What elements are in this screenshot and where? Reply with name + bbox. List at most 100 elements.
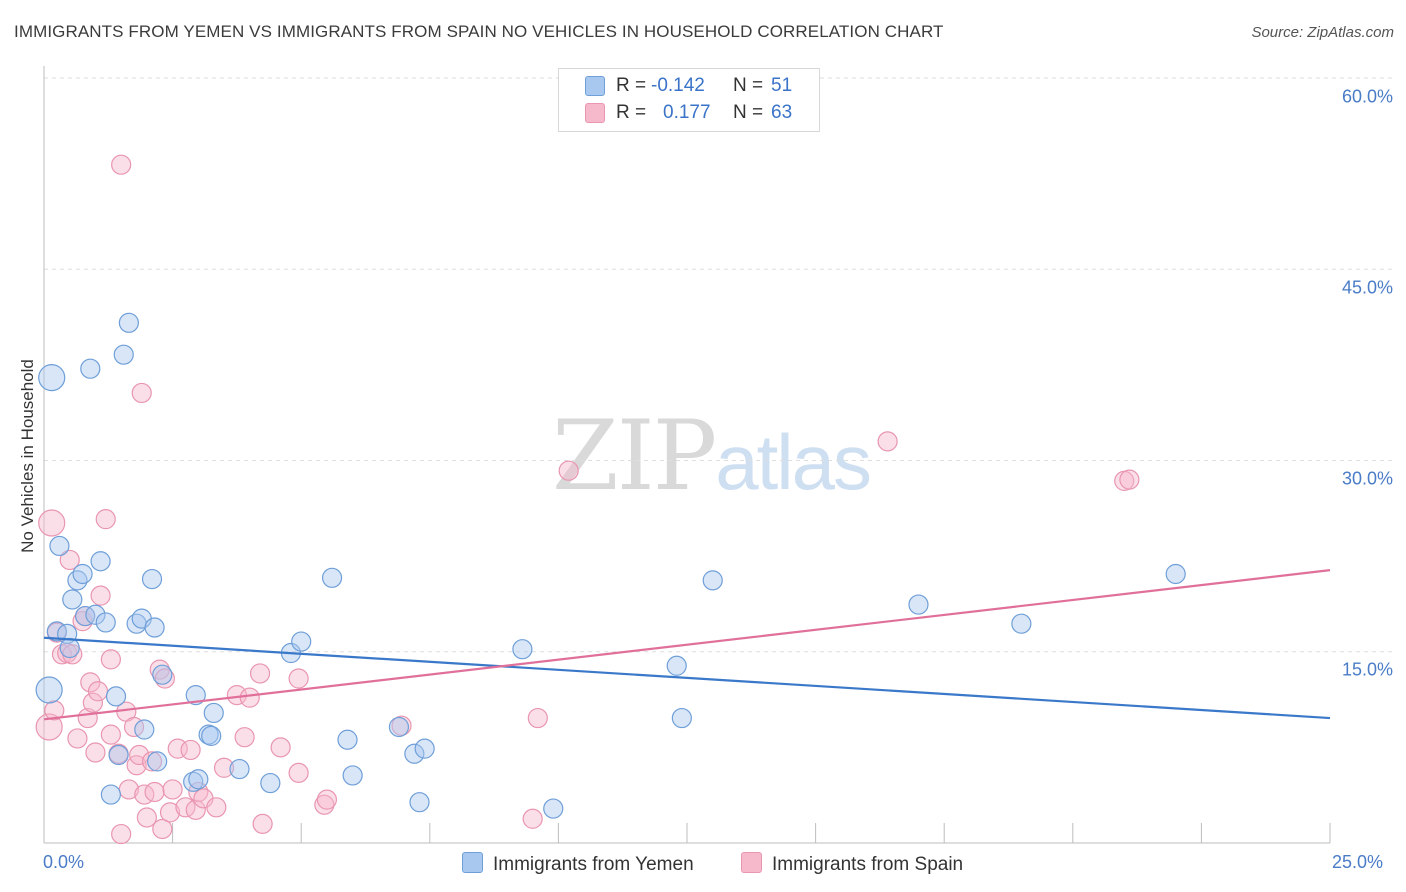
y-axis-label: No Vehicles in Household — [18, 359, 37, 553]
data-point — [201, 725, 222, 747]
y-tick-label: 60.0% — [1341, 86, 1393, 107]
n-label: N = — [733, 75, 764, 96]
data-point — [38, 509, 66, 537]
data-point — [185, 684, 206, 706]
data-point — [111, 154, 132, 175]
data-point — [131, 382, 152, 404]
y-tick-label: 45.0% — [1341, 277, 1393, 298]
data-point — [252, 813, 273, 834]
data-point — [234, 727, 255, 748]
stats-legend: R = -0.142 N = 51 R = 0.177 N = 63 — [558, 68, 820, 132]
data-point — [671, 707, 692, 729]
data-point — [414, 738, 435, 759]
data-point — [129, 744, 150, 766]
legend-label: Immigrants from Spain — [772, 854, 964, 875]
data-point — [213, 757, 235, 778]
data-point — [180, 739, 201, 761]
grid-lines — [44, 77, 1392, 653]
chart-title: IMMIGRANTS FROM YEMEN VS IMMIGRANTS FROM… — [14, 22, 944, 41]
data-point — [543, 798, 564, 819]
x-tick-label: 0.0% — [43, 852, 85, 872]
data-point — [111, 823, 132, 845]
data-point — [136, 807, 157, 828]
source-credit: Source: ZipAtlas.com — [1251, 24, 1394, 41]
data-point — [100, 649, 121, 670]
data-point — [141, 751, 163, 772]
data-point — [49, 535, 70, 557]
r-label: R = — [616, 75, 647, 96]
data-point — [144, 781, 165, 803]
data-point — [118, 312, 139, 333]
axes — [43, 66, 1331, 844]
data-point — [249, 663, 271, 684]
data-point — [183, 771, 204, 792]
data-point — [144, 617, 165, 638]
data-point — [113, 344, 134, 365]
data-point — [80, 358, 101, 379]
data-point — [95, 509, 116, 530]
n-value: 51 — [771, 75, 793, 96]
data-point — [316, 789, 338, 810]
data-point — [527, 707, 548, 729]
data-point — [95, 612, 116, 633]
data-point — [239, 687, 260, 708]
spain-swatch — [585, 103, 605, 123]
data-point — [90, 551, 111, 572]
spain-trend-line — [43, 569, 1331, 721]
watermark-zip: ZIP — [552, 400, 717, 512]
spain-points — [35, 154, 1140, 845]
data-point — [152, 664, 173, 685]
data-point — [72, 563, 93, 585]
data-point — [35, 713, 63, 741]
legend-item-yemen[interactable]: Immigrants from Yemen — [462, 852, 694, 876]
data-point — [75, 605, 96, 627]
data-point — [85, 742, 106, 763]
data-point — [203, 702, 224, 724]
yemen-swatch — [585, 76, 605, 96]
data-point — [162, 779, 183, 800]
data-point — [105, 686, 127, 707]
legend-item-spain[interactable]: Immigrants from Spain — [741, 852, 963, 876]
data-point — [206, 797, 227, 818]
data-point — [38, 364, 66, 392]
trend-lines — [43, 569, 1331, 721]
data-point — [404, 743, 425, 764]
data-point — [134, 719, 155, 740]
data-point — [35, 676, 63, 704]
data-point — [321, 567, 343, 588]
data-point — [337, 729, 358, 750]
data-point — [62, 589, 83, 610]
y-tick-label: 15.0% — [1341, 659, 1393, 680]
watermark: ZIPatlas — [552, 400, 872, 512]
data-point — [522, 808, 543, 829]
data-point — [141, 568, 163, 590]
n-value: 63 — [771, 102, 793, 123]
data-point — [159, 802, 181, 823]
data-point — [1165, 563, 1186, 585]
n-label: N = — [733, 102, 764, 123]
data-point — [100, 784, 121, 805]
data-point — [1119, 469, 1140, 490]
data-point — [666, 655, 687, 676]
y-tick-label: 30.0% — [1341, 468, 1393, 489]
data-point — [558, 460, 579, 481]
x-tick-label: 25.0% — [1332, 852, 1384, 872]
legend-label: Immigrants from Yemen — [493, 854, 694, 875]
data-point — [44, 700, 65, 721]
r-value: 0.177 — [663, 102, 711, 123]
data-point — [59, 637, 80, 659]
data-point — [90, 585, 111, 606]
data-point — [288, 668, 309, 689]
data-point — [702, 570, 723, 591]
data-point — [152, 818, 173, 840]
data-point — [108, 744, 129, 766]
data-point — [185, 799, 206, 820]
data-point — [342, 765, 363, 786]
data-point — [87, 681, 109, 702]
spain-swatch — [741, 852, 762, 873]
data-point — [167, 738, 188, 759]
yemen-trend-line — [43, 636, 1331, 720]
data-point — [59, 549, 80, 571]
data-point — [270, 737, 291, 758]
